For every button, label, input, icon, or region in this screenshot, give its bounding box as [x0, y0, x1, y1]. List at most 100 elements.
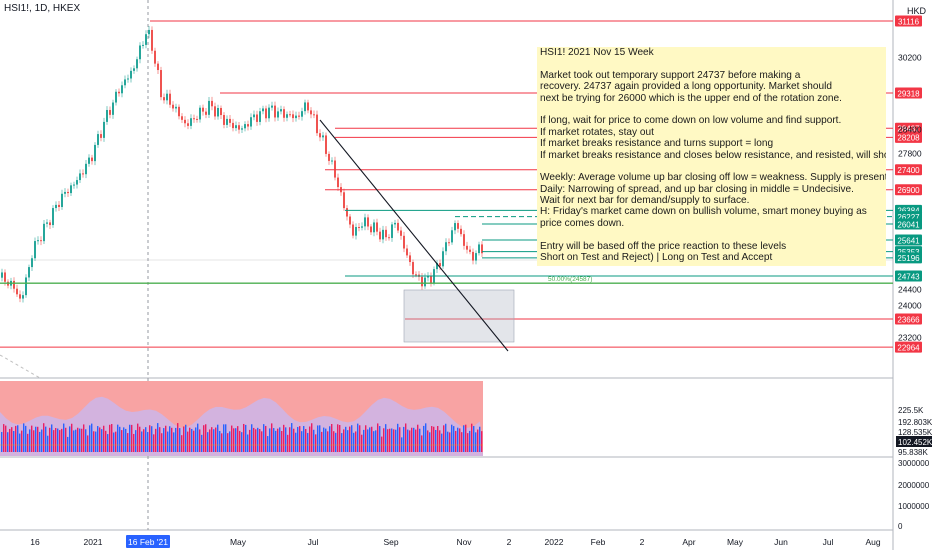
volume-bar: [199, 429, 201, 452]
candle-body: [193, 118, 195, 120]
candle-body: [148, 29, 150, 35]
candle-body: [376, 222, 378, 232]
candle-body: [64, 191, 66, 194]
volume-bar: [347, 430, 349, 452]
level-tag: [895, 341, 922, 353]
volume-bar: [71, 423, 73, 452]
volume-bar: [95, 431, 97, 452]
volume-bar: [393, 429, 395, 452]
level-tag: [895, 184, 922, 196]
candle-body: [58, 204, 60, 207]
candle-body: [106, 109, 108, 122]
candle-body: [373, 222, 375, 233]
candle-body: [244, 124, 246, 129]
volume-bar: [375, 430, 377, 452]
volume-bar: [439, 430, 441, 452]
volume-bar: [141, 431, 143, 452]
volume-bar: [77, 427, 79, 452]
volume-bar: [201, 434, 203, 452]
candle-body: [337, 177, 339, 188]
time-axis[interactable]: 16 2021 16 Feb '21 May Jul Sep Nov 2 2022 Feb 2 Apr…: [30, 535, 881, 548]
currency-label: HKD: [907, 6, 927, 16]
note-line: Wait for next bar for demand/supply to s…: [540, 195, 750, 207]
volume-bar: [363, 429, 365, 452]
level-tag: [895, 270, 922, 282]
note-line: If market breaks resistance and closes b…: [540, 149, 886, 161]
candle-body: [328, 153, 330, 161]
time-tick: 16: [30, 537, 40, 547]
volume-bar: [399, 427, 401, 452]
symbol-label[interactable]: HSI1!, 1D, HKEX: [4, 3, 81, 14]
volume-bar: [131, 424, 133, 452]
candle-body: [367, 217, 369, 227]
volume-bar: [173, 432, 175, 452]
candle-body: [196, 118, 198, 120]
volume-bar: [11, 427, 13, 452]
volume-bar: [409, 430, 411, 452]
volume-bar: [271, 423, 273, 452]
volume-bar: [305, 428, 307, 452]
candle-body: [46, 222, 48, 224]
analysis-note[interactable]: HSI1! 2021 Nov 15 Week Market took out te…: [537, 47, 886, 266]
candle-body: [301, 111, 303, 117]
level-tag: [895, 131, 922, 143]
candle-body: [31, 258, 33, 268]
volume-bar: [229, 431, 231, 452]
level-tag-text: 27400: [897, 166, 920, 175]
time-tick: Apr: [682, 537, 695, 547]
candle-body: [322, 135, 324, 138]
volume-bar: [45, 426, 47, 452]
candle-body: [22, 295, 24, 299]
volume-bar: [307, 432, 309, 452]
note-line: [540, 263, 883, 266]
candle-body: [466, 245, 468, 250]
volume-bar: [51, 424, 53, 452]
volume-bar: [139, 426, 141, 452]
volume-bar: [423, 425, 425, 452]
volume-bar: [331, 424, 333, 452]
volume-bar: [453, 426, 455, 452]
volume-bar: [365, 425, 367, 452]
volume-bar: [207, 432, 209, 452]
note-line: Entry will be based off the price reacti…: [540, 240, 787, 252]
price-tick: 28400: [898, 125, 922, 135]
candle-body: [157, 63, 159, 71]
candle-body: [343, 192, 345, 209]
volume-bar: [459, 428, 461, 452]
candle-body: [385, 229, 387, 238]
volume-bar: [59, 430, 61, 452]
volume-bar: [9, 428, 11, 452]
candle-body: [391, 224, 393, 238]
candle-body: [214, 106, 216, 117]
candle-body: [358, 227, 360, 229]
candle-body: [13, 280, 15, 289]
candle-body: [256, 114, 258, 122]
volume-bar: [143, 429, 145, 452]
volume-bar: [357, 423, 359, 452]
volume-bar: [379, 426, 381, 452]
volume-bar: [181, 435, 183, 452]
volume-bar: [133, 433, 135, 452]
candle-body: [451, 230, 453, 243]
candle-body: [454, 223, 456, 231]
volume-bar: [97, 426, 99, 452]
price-axis[interactable]: 3111629318284372820827400269002638426227…: [895, 15, 932, 531]
volume-bar: [359, 425, 361, 452]
time-tick: 16 Feb '21: [128, 537, 168, 547]
candle-body: [319, 133, 321, 138]
volume-bar: [235, 428, 237, 452]
volume-bar: [205, 424, 207, 452]
trendline: [319, 119, 509, 352]
volume-bar: [367, 429, 369, 452]
volume-bar: [223, 424, 225, 452]
volume-bar: [437, 426, 439, 452]
candle-body: [73, 184, 75, 186]
candle-body: [472, 251, 474, 261]
volume-bar: [93, 431, 95, 452]
note-line: recovery. 24737 again provided a long op…: [540, 81, 832, 93]
candle-body: [76, 180, 78, 185]
candle-body: [223, 115, 225, 125]
volume-bar: [225, 424, 227, 452]
volume-bar: [79, 428, 81, 452]
